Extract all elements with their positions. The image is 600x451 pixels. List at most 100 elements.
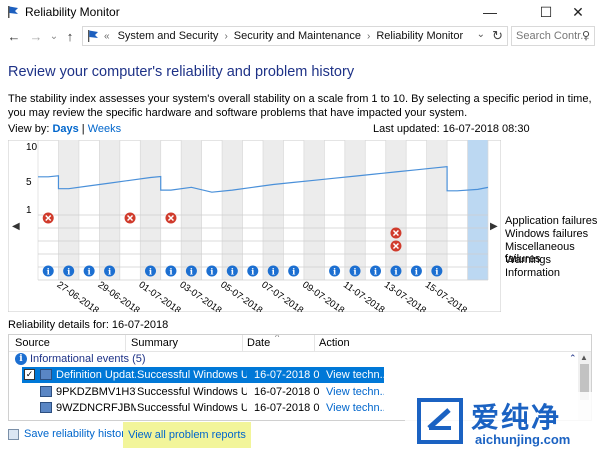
- scroll-right-icon[interactable]: ▶: [490, 221, 498, 232]
- details-label: Reliability details for: 16-07-2018: [8, 319, 169, 331]
- address-bar[interactable]: « System and Security › Security and Mai…: [82, 26, 508, 46]
- information-icon-glyph: i: [88, 268, 92, 278]
- information-icon-glyph: i: [272, 268, 276, 278]
- sort-ascending-icon: ^: [275, 334, 280, 342]
- chart-column-shade: [344, 140, 366, 280]
- table-row[interactable]: 9WZDNCRFJBMP... Successful Windows Upd 1…: [22, 400, 384, 416]
- details-grid[interactable]: Source Summary Date ^ Action i Informati…: [8, 334, 592, 421]
- column-summary[interactable]: Summary: [131, 337, 179, 349]
- search-input[interactable]: Search Contr... ⚲: [511, 26, 595, 46]
- view-technical-details-link[interactable]: View techn...: [326, 369, 384, 381]
- information-icon: [247, 265, 259, 277]
- information-icon: [431, 265, 443, 277]
- watermark-logo-icon: [417, 398, 463, 444]
- legend-windows-failures: Windows failures: [505, 228, 589, 240]
- save-reliability-history-link[interactable]: Save reliability history...: [8, 428, 139, 440]
- information-icon: [390, 265, 402, 277]
- information-icon-glyph: i: [292, 268, 296, 278]
- maximize-button[interactable]: ☐: [539, 3, 553, 20]
- reliability-chart[interactable]: 10 5 1 i i i i i i i i i i i i i i i i i i 27-06-2018 29-06-20…: [8, 140, 501, 312]
- address-dropdown-icon[interactable]: ⌄: [476, 29, 485, 40]
- breadcrumb-overflow[interactable]: «: [104, 30, 110, 42]
- scroll-left-icon[interactable]: ◀: [12, 221, 20, 232]
- scrollbar-thumb[interactable]: [580, 364, 589, 400]
- recent-locations-dropdown[interactable]: ⌄: [49, 30, 59, 42]
- column-source[interactable]: Source: [15, 337, 50, 349]
- information-icon-glyph: i: [251, 268, 255, 278]
- chart-column-shade: [99, 140, 120, 280]
- update-icon: [40, 402, 52, 413]
- chart-column-shade: [181, 140, 202, 280]
- page-title: Review your computer's reliability and p…: [8, 64, 355, 80]
- information-icon-glyph: i: [353, 268, 357, 278]
- view-by-selector: View by: Days | Weeks: [8, 123, 121, 135]
- refresh-button[interactable]: ↻: [492, 28, 503, 43]
- table-row[interactable]: ✓ Definition Updat... Successful Windows…: [22, 367, 384, 383]
- address-toolbar: ← → ⌄ ↑ « System and Security › Security…: [0, 24, 600, 48]
- information-icon-glyph: i: [374, 268, 378, 278]
- information-icon-glyph: i: [394, 268, 398, 278]
- informational-events-group[interactable]: i Informational events (5): [15, 353, 146, 365]
- legend-warnings: Warnings: [505, 254, 552, 266]
- row-summary: Successful Windows Upd: [137, 386, 247, 398]
- row-checkbox[interactable]: ✓: [24, 369, 35, 380]
- table-row[interactable]: 9PKDZBMV1H3T-... Successful Windows Upd …: [22, 384, 384, 400]
- information-icon: [329, 265, 341, 277]
- legend-information: Information: [505, 267, 561, 279]
- chart-column-shade: [426, 140, 448, 280]
- chart-column-shade: [303, 140, 325, 280]
- information-icon-glyph: i: [108, 268, 112, 278]
- chart-column-shade: [385, 140, 407, 280]
- column-date[interactable]: Date: [247, 337, 271, 349]
- y-tick-label: 10: [26, 142, 38, 153]
- information-icon: [226, 265, 238, 277]
- column-divider: [242, 335, 243, 352]
- information-icon: [104, 265, 116, 277]
- column-action[interactable]: Action: [319, 337, 350, 349]
- watermark-url: aichunjing.com: [475, 432, 571, 447]
- breadcrumb-security-and-maintenance[interactable]: Security and Maintenance: [233, 30, 361, 42]
- page-description: The stability index assesses your system…: [8, 93, 592, 119]
- row-source: 9PKDZBMV1H3T-...: [56, 386, 136, 398]
- breadcrumb-reliability-monitor[interactable]: Reliability Monitor: [376, 30, 464, 42]
- close-button[interactable]: ✕: [572, 3, 584, 20]
- information-icon: [42, 265, 54, 277]
- search-icon: ⚲: [581, 30, 590, 42]
- chart-column-shade: [58, 140, 79, 280]
- error-icon-x: [167, 214, 174, 222]
- view-technical-details-link[interactable]: View techn...: [326, 386, 384, 398]
- forward-button[interactable]: →: [29, 28, 43, 44]
- view-technical-details-link[interactable]: View techn...: [326, 402, 384, 414]
- information-icon: [145, 265, 156, 277]
- row-source: 9WZDNCRFJBMP...: [56, 402, 136, 414]
- view-all-problem-reports-link[interactable]: View all problem reports: [123, 422, 251, 448]
- chart-column-shade: [263, 140, 284, 280]
- information-icon: [83, 265, 95, 277]
- information-icon-glyph: i: [210, 268, 214, 278]
- y-tick-label: 1: [26, 205, 32, 216]
- information-icon: [288, 265, 300, 277]
- information-icon-glyph: i: [47, 268, 51, 278]
- row-summary: Successful Windows Upd: [137, 369, 247, 381]
- collapse-group-icon[interactable]: ⌃: [569, 353, 577, 363]
- selected-day-column: [467, 140, 488, 280]
- back-button[interactable]: ←: [7, 28, 21, 44]
- column-divider: [125, 335, 126, 352]
- information-icon-glyph: i: [67, 268, 71, 278]
- footer: Save reliability history... View all pro…: [0, 421, 600, 451]
- minimize-button[interactable]: —: [483, 4, 497, 20]
- up-button[interactable]: ↑: [66, 28, 74, 44]
- view-separator: |: [81, 123, 85, 135]
- error-icon-x: [392, 229, 399, 237]
- information-icon: [349, 265, 361, 277]
- breadcrumb-system-and-security[interactable]: System and Security: [117, 30, 219, 42]
- information-icon: [206, 265, 218, 277]
- view-weeks-link[interactable]: Weeks: [87, 123, 122, 135]
- breadcrumb-separator-icon: ›: [366, 30, 371, 42]
- view-by-label: View by:: [8, 123, 50, 135]
- view-days-link[interactable]: Days: [52, 123, 79, 135]
- scroll-up-icon[interactable]: ▲: [580, 353, 588, 362]
- breadcrumb-separator-icon: ›: [224, 30, 228, 42]
- information-icon-glyph: i: [415, 268, 419, 278]
